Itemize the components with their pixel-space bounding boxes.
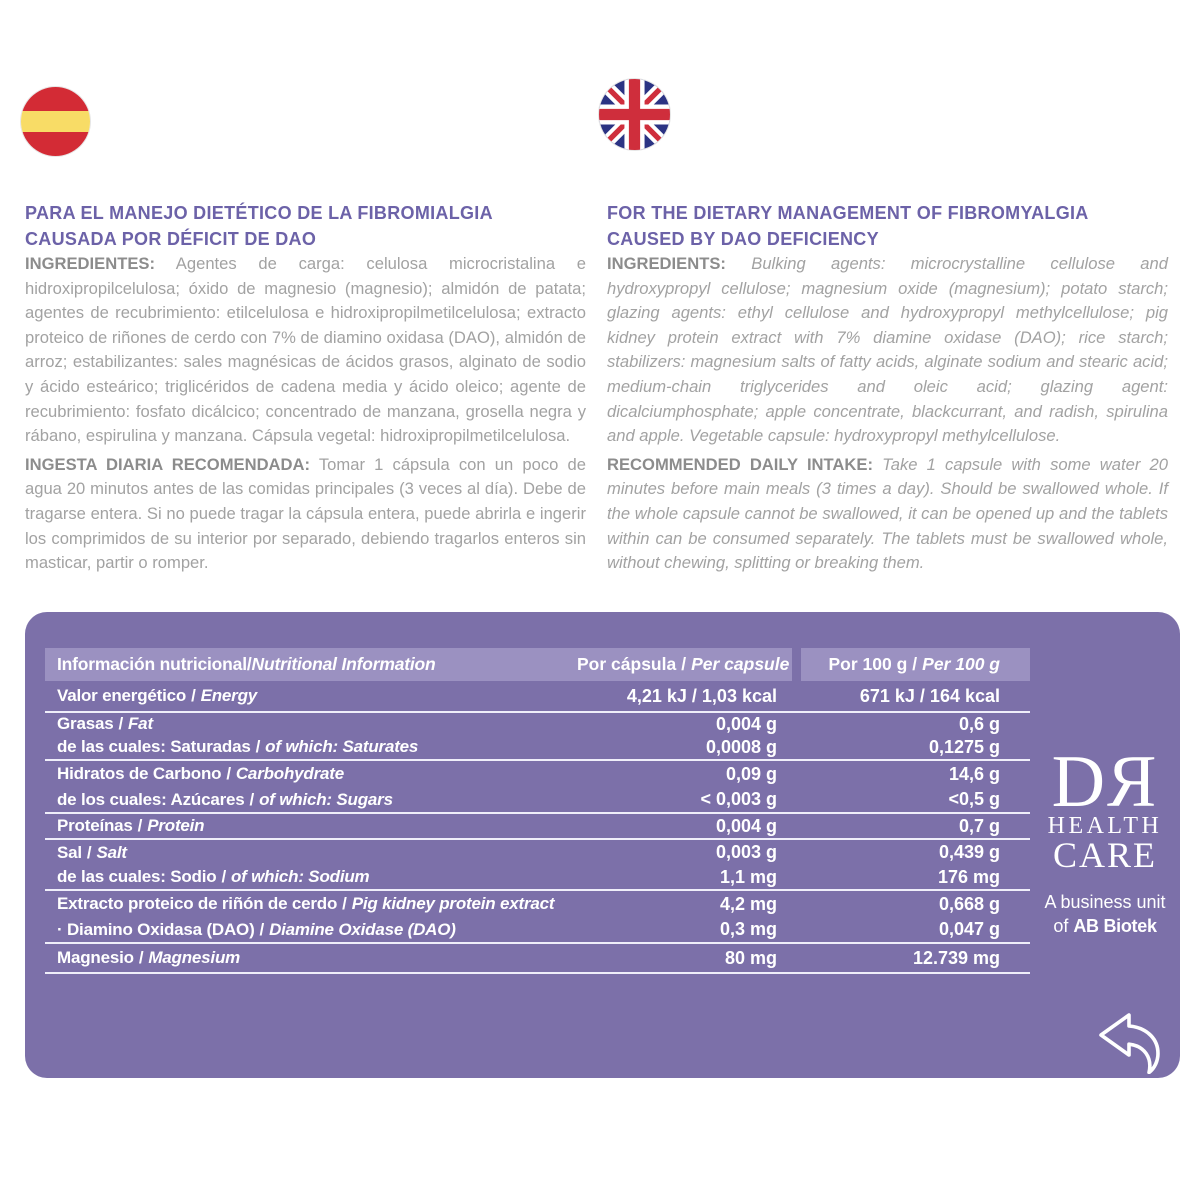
table-row: Sal / Salt 0,003 g 0,439 g xyxy=(57,842,1000,862)
table-row: Grasas / Fat 0,004 g 0,6 g xyxy=(57,713,1000,734)
ingredients-paragraph-en: INGREDIENTS: Bulking agents: microcrysta… xyxy=(607,254,1168,446)
english-title: FOR THE DIETARY MANAGEMENT OF FIBROMYALG… xyxy=(607,203,1088,249)
header-band-gap xyxy=(792,648,801,681)
table-row: de las cuales: Sodio / of which: Sodium 1,… xyxy=(45,865,1030,891)
table-row: de los cuales: Azúcares / of which: Sugars… xyxy=(45,787,1030,814)
logo-ab-biotek-text: of AB Biotek xyxy=(1053,916,1157,936)
table-row: · Diamino Oxidasa (DAO) / Diamine Oxidase … xyxy=(45,917,1030,944)
table-row: Valor energético / Energy 4,21 kJ / 1,03 k… xyxy=(45,681,1030,713)
nutrition-table-header: Información nutricional/Nutritional Info… xyxy=(45,648,1030,681)
table-row: Magnesio / Magnesium 80 mg 12.739 mg xyxy=(45,944,1030,974)
uk-flag-icon xyxy=(599,79,670,150)
ingredients-label-en: INGREDIENTS: xyxy=(607,254,726,273)
spanish-text-column: INGREDIENTES: Agentes de carga: celulosa… xyxy=(25,252,586,580)
reply-arrow-icon xyxy=(1095,1012,1167,1074)
table-row: de las cuales: Saturadas / of which: Satur… xyxy=(45,735,1030,761)
nutrition-table: Información nutricional/Nutritional Info… xyxy=(45,648,1030,974)
intake-paragraph-en: RECOMMENDED DAILY INTAKE: Take 1 capsule… xyxy=(607,454,1168,573)
spain-flag-icon xyxy=(21,87,90,156)
intake-label-es: INGESTA DIARIA RECOMENDADA: xyxy=(25,454,311,474)
intake-label-en: RECOMMENDED DAILY INTAKE: xyxy=(607,454,873,474)
intake-paragraph-es: INGESTA DIARIA RECOMENDADA: Tomar 1 cáps… xyxy=(25,454,586,573)
logo-dr-monogram: DЯ xyxy=(1051,741,1159,823)
table-row: Proteínas / Protein 0,004 g 0,7 g xyxy=(45,814,1030,840)
dr-healthcare-logo: DЯ HEALTH CARE A business unit of AB Bio… xyxy=(1030,741,1180,939)
logo-health-word: HEALTH xyxy=(1047,813,1163,839)
table-row: Hidratos de Carbono / Carbohydrate 0,09 g … xyxy=(57,763,1000,784)
table-row: Extracto proteico de riñón de cerdo / Pig … xyxy=(57,893,1000,914)
english-text-column: INGREDIENTS: Bulking agents: microcrysta… xyxy=(607,252,1168,580)
ingredients-label-es: INGREDIENTES: xyxy=(25,254,155,273)
ingredients-paragraph-es: INGREDIENTES: Agentes de carga: celulosa… xyxy=(25,254,586,446)
nutrition-panel: Información nutricional/Nutritional Info… xyxy=(25,612,1180,1078)
logo-care-word: CARE xyxy=(1052,835,1157,875)
spanish-title: PARA EL MANEJO DIETÉTICO DE LA FIBROMIAL… xyxy=(25,203,493,249)
logo-business-unit-text: A business unit xyxy=(1044,892,1166,912)
